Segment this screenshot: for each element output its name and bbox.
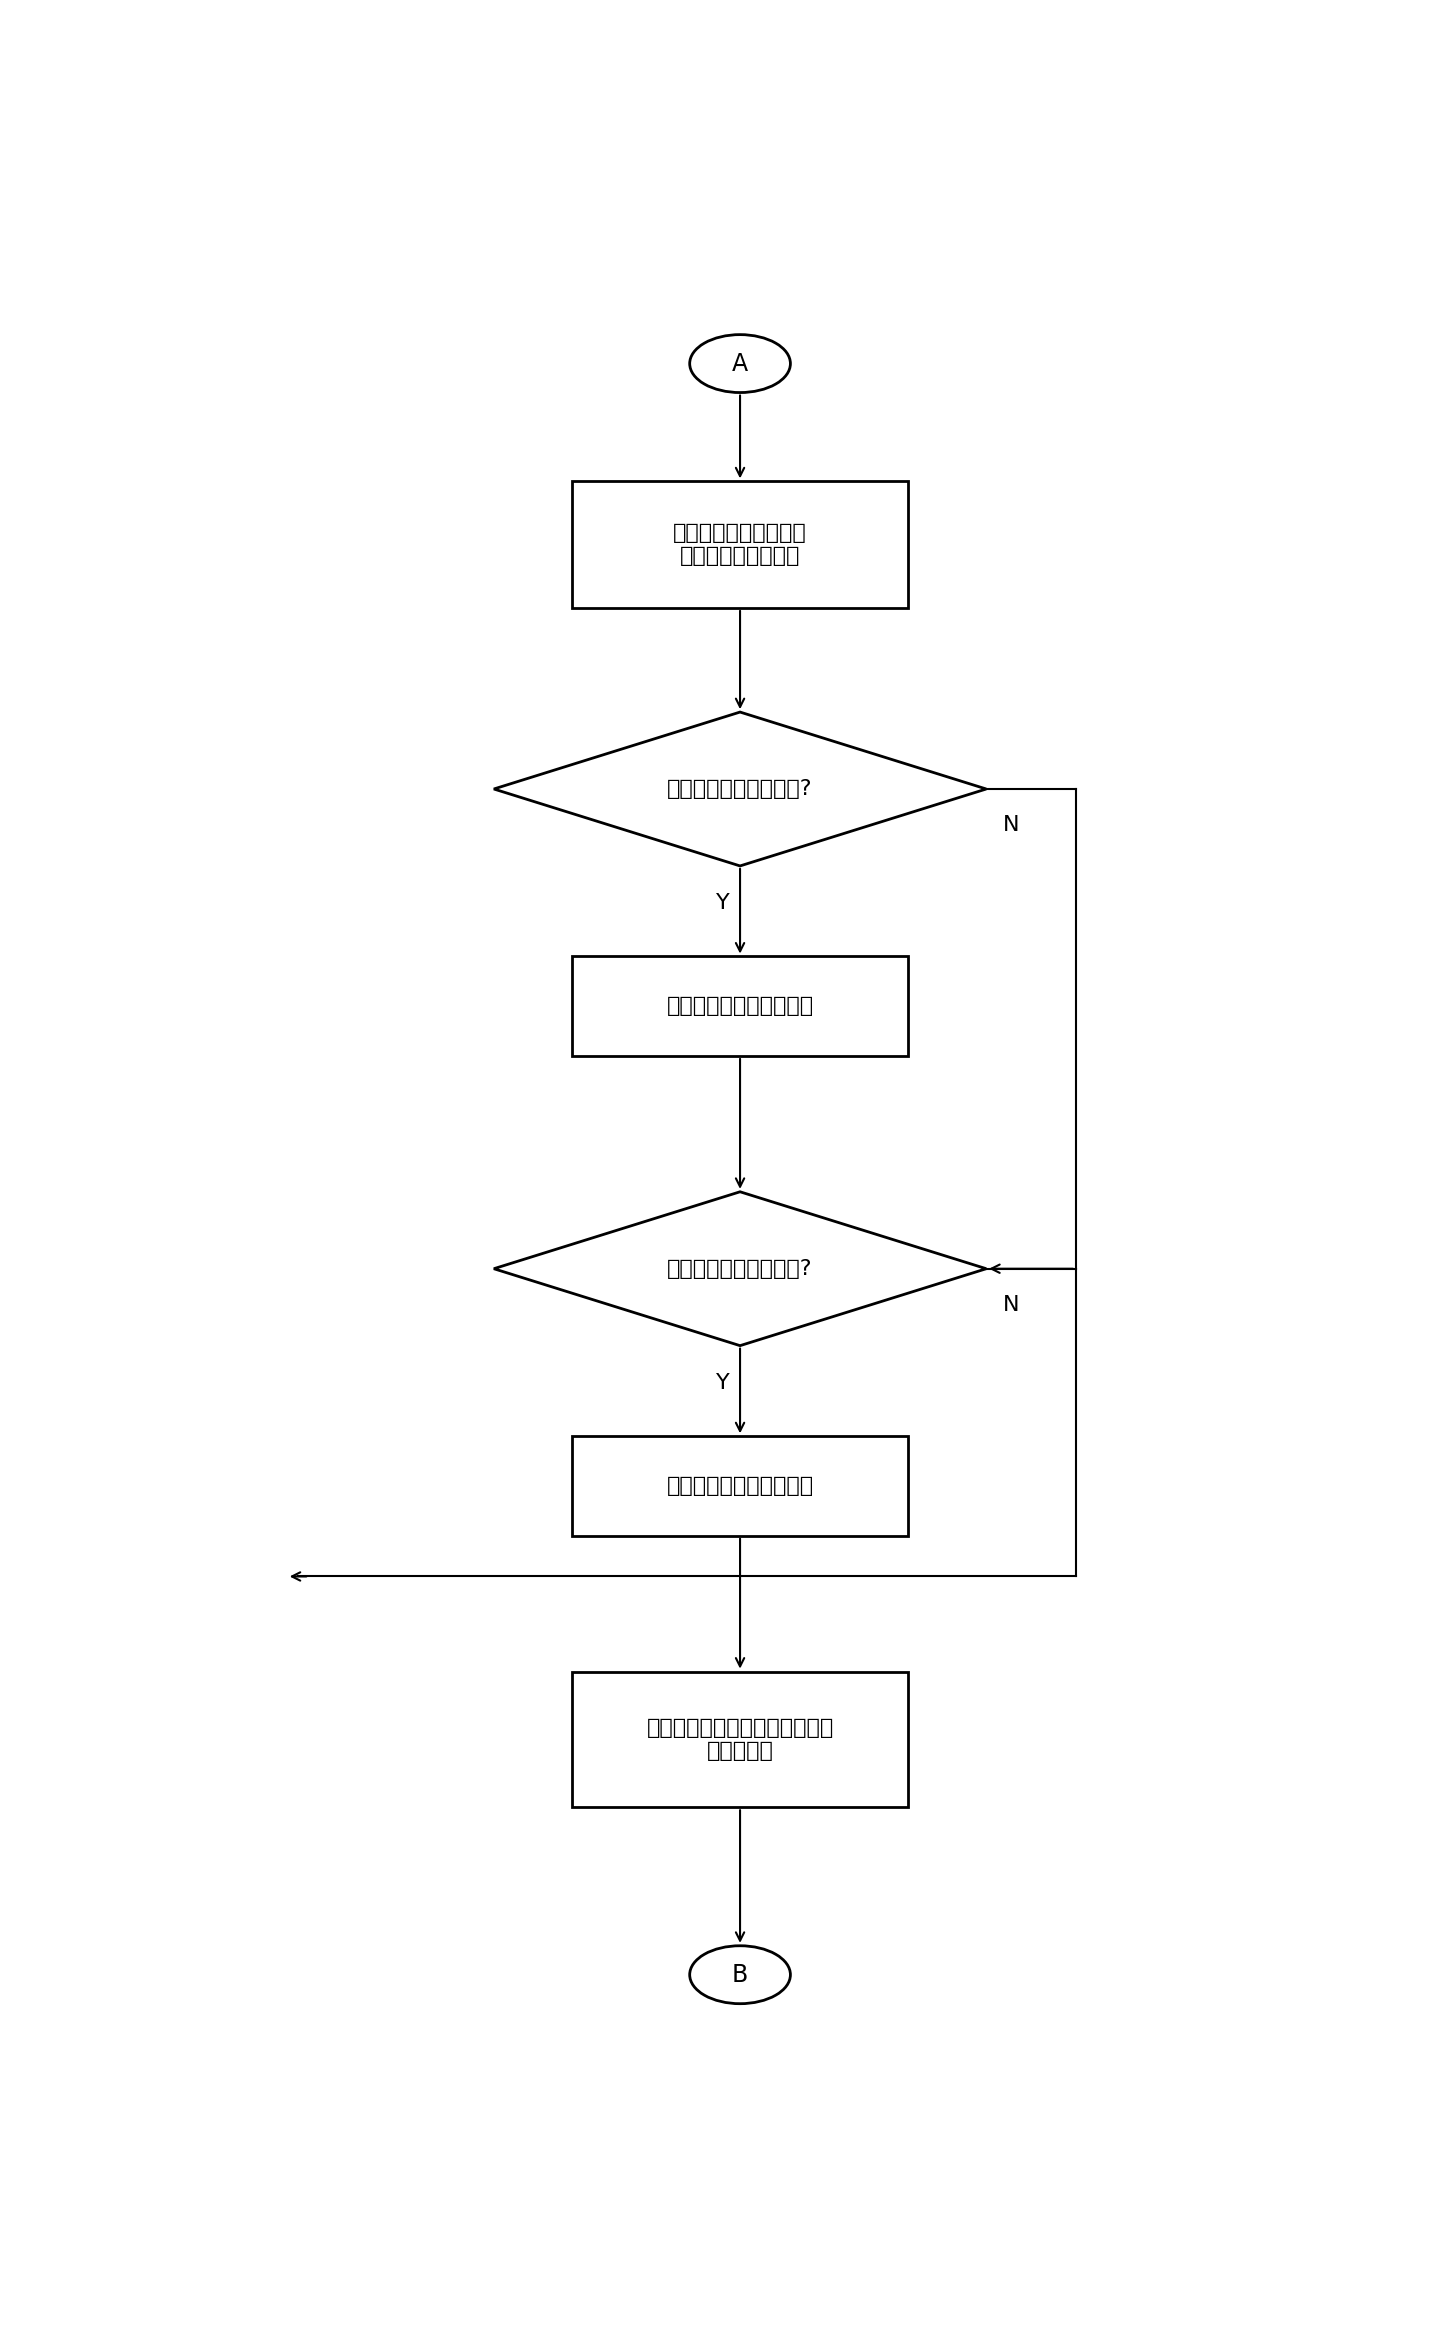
- Text: 设置大于饱和度下限、小于饱和
度上限标志: 设置大于饱和度下限、小于饱和 度上限标志: [647, 1719, 833, 1761]
- Text: Y: Y: [716, 1373, 731, 1392]
- Text: 饱和度小于饱和度下限?: 饱和度小于饱和度下限?: [667, 778, 813, 799]
- Bar: [572, 1672, 908, 1808]
- Text: A: A: [732, 353, 748, 376]
- Text: Y: Y: [716, 893, 731, 912]
- Bar: [572, 957, 908, 1056]
- Text: 设置大于饱和度上限标志: 设置大于饱和度上限标志: [667, 1476, 813, 1495]
- Bar: [572, 482, 908, 609]
- Text: 饱和度大于饱和度上限?: 饱和度大于饱和度上限?: [667, 1258, 813, 1279]
- Text: B: B: [732, 1963, 748, 1987]
- Text: N: N: [1004, 1295, 1019, 1314]
- Bar: [572, 1436, 908, 1535]
- Text: 计算本阶段检测的最大
车流量的绿灯饱和度: 计算本阶段检测的最大 车流量的绿灯饱和度: [673, 522, 807, 567]
- Text: N: N: [1004, 816, 1019, 835]
- Text: 设置小于饱和度下限标志: 设置小于饱和度下限标志: [667, 997, 813, 1016]
